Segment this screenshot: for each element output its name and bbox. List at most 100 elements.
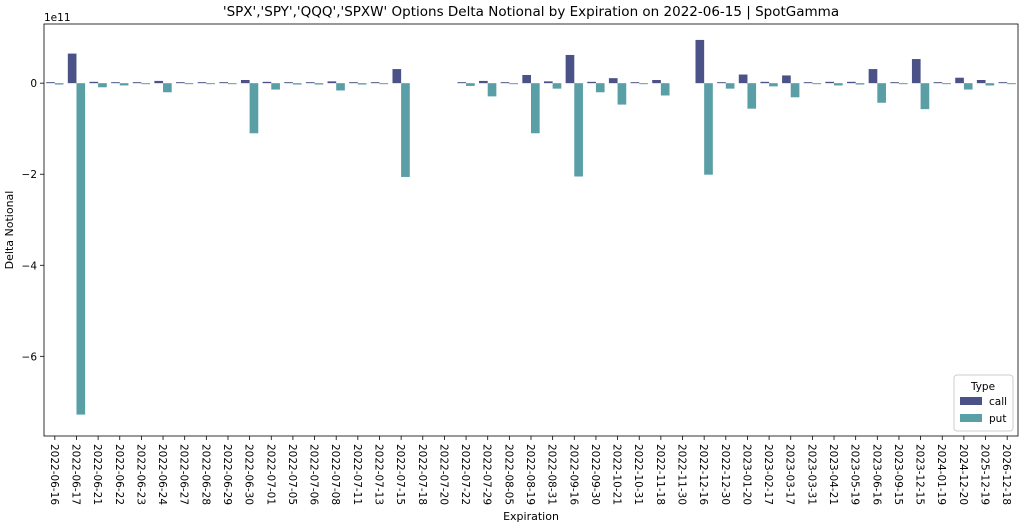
x-tick-label: 2022-07-08: [329, 444, 341, 505]
x-tick-label: 2022-06-29: [221, 444, 233, 505]
bar-put-2022-07-01: [271, 83, 280, 90]
bar-call-2023-02-17: [760, 81, 770, 84]
bar-put-2022-06-30: [249, 83, 259, 134]
bar-call-2022-11-18: [652, 80, 661, 84]
bar-call-2022-06-28: [197, 82, 207, 84]
bar-put-2022-07-29: [487, 83, 497, 97]
bar-call-2024-12-20: [955, 77, 964, 84]
bar-call-2023-09-15: [890, 82, 899, 84]
x-tick-label: 2025-12-19: [979, 444, 991, 505]
bar-call-2022-07-01: [262, 81, 272, 84]
bar-put-2022-09-30: [595, 83, 605, 93]
x-tick-label: 2022-06-17: [69, 444, 81, 505]
bar-call-2022-10-21: [608, 78, 618, 84]
plot-frame: [43, 23, 1019, 437]
bar-put-2023-04-21: [834, 83, 843, 86]
bar-put-2022-06-28: [206, 83, 215, 85]
x-tick-label: 2022-06-28: [199, 444, 211, 505]
bar-call-2023-06-16: [868, 69, 878, 84]
x-tick-label: 2022-11-18: [654, 444, 666, 505]
x-tick-label: 2022-08-05: [502, 444, 514, 505]
bar-put-2022-07-22: [466, 83, 475, 86]
bar-put-2024-01-19: [942, 83, 951, 85]
x-tick-label: 2022-07-22: [459, 444, 471, 505]
legend-swatch-put: [960, 414, 982, 422]
bar-call-2022-07-13: [370, 82, 380, 84]
x-tick-label: 2023-05-19: [849, 444, 861, 505]
bar-put-2022-06-23: [141, 83, 151, 85]
bar-call-2022-07-15: [392, 69, 402, 84]
bar-put-2022-07-08: [336, 83, 345, 91]
bar-call-2022-07-29: [479, 80, 488, 84]
bar-put-2022-08-05: [509, 83, 519, 85]
x-tick-label: 2022-06-27: [178, 444, 190, 505]
bar-put-2023-03-17: [790, 83, 800, 98]
bar-put-2022-06-27: [184, 83, 194, 85]
x-axis-label: Expiration: [503, 510, 559, 523]
bar-put-2022-10-31: [639, 83, 648, 85]
bar-call-2022-06-24: [154, 80, 164, 84]
x-tick-label: 2022-06-30: [243, 444, 255, 505]
x-tick-label: 2022-06-23: [134, 444, 146, 505]
bar-call-2022-08-19: [522, 74, 531, 84]
bar-put-2022-06-17: [76, 83, 86, 415]
bar-call-2022-07-11: [349, 82, 358, 84]
bars-layer: [46, 39, 1016, 415]
y-tick-label: −6: [22, 351, 38, 363]
x-tick-label: 2023-01-20: [740, 444, 752, 505]
bar-put-2023-02-17: [769, 83, 778, 87]
bar-put-2022-11-18: [660, 83, 670, 96]
bar-put-2023-03-31: [812, 83, 822, 85]
bar-call-2022-06-27: [176, 82, 185, 84]
y-tick-label: −4: [22, 260, 38, 272]
bar-call-2022-06-16: [46, 82, 55, 84]
x-tick-label: 2024-01-19: [935, 444, 947, 505]
bar-call-2022-07-06: [305, 82, 315, 84]
bar-call-2023-03-17: [782, 75, 791, 84]
bar-call-2022-06-17: [67, 53, 77, 84]
x-tick-label: 2026-12-18: [1000, 444, 1012, 505]
bar-call-2022-06-29: [219, 82, 228, 84]
x-tick-label: 2022-07-18: [416, 444, 428, 505]
bar-put-2022-07-15: [401, 83, 410, 177]
bar-call-2022-06-30: [240, 80, 250, 84]
x-tick-label: 2022-07-20: [437, 444, 449, 505]
bar-put-2022-07-05: [292, 83, 302, 85]
bar-put-2022-09-16: [574, 83, 583, 177]
bar-put-2022-07-06: [314, 83, 324, 85]
bar-call-2022-08-31: [543, 81, 553, 84]
y-offset-label: 1e11: [44, 12, 71, 24]
bar-put-2022-07-11: [357, 83, 367, 85]
bar-put-2025-12-19: [985, 83, 995, 86]
y-tick-label: −2: [22, 169, 37, 181]
bar-call-2023-01-20: [738, 74, 748, 84]
bar-put-2022-06-22: [119, 83, 129, 86]
bar-call-2025-12-19: [976, 80, 986, 84]
bar-call-2024-01-19: [933, 82, 943, 84]
x-tick-label: 2022-07-05: [286, 444, 298, 505]
legend-title: Type: [970, 381, 995, 393]
bar-call-2022-09-30: [587, 81, 596, 84]
bar-call-2022-06-22: [111, 82, 120, 84]
x-tick-label: 2022-12-16: [697, 444, 709, 505]
bar-put-2022-06-24: [163, 83, 172, 93]
x-tick-label: 2022-07-11: [351, 444, 363, 505]
x-tick-label: 2022-07-15: [394, 444, 406, 505]
bar-put-2022-07-13: [379, 83, 389, 85]
x-tick-label: 2022-12-30: [719, 444, 731, 505]
x-tick-label: 2022-08-19: [524, 444, 536, 505]
bar-call-2022-06-21: [89, 81, 99, 84]
y-tick-label: 0: [30, 78, 37, 90]
bar-call-2023-12-15: [911, 59, 921, 84]
x-tick-label: 2023-09-15: [892, 444, 904, 505]
x-tick-label: 2022-06-21: [91, 444, 103, 505]
legend-label-call: call: [989, 396, 1007, 408]
x-tick-label: 2023-03-31: [805, 444, 817, 505]
y-axis-label: Delta Notional: [3, 191, 16, 270]
x-tick-label: 2022-11-30: [676, 444, 688, 505]
bar-call-2022-07-22: [457, 82, 467, 84]
x-tick-label: 2022-09-16: [567, 444, 579, 505]
x-tick-label: 2023-03-17: [784, 444, 796, 505]
